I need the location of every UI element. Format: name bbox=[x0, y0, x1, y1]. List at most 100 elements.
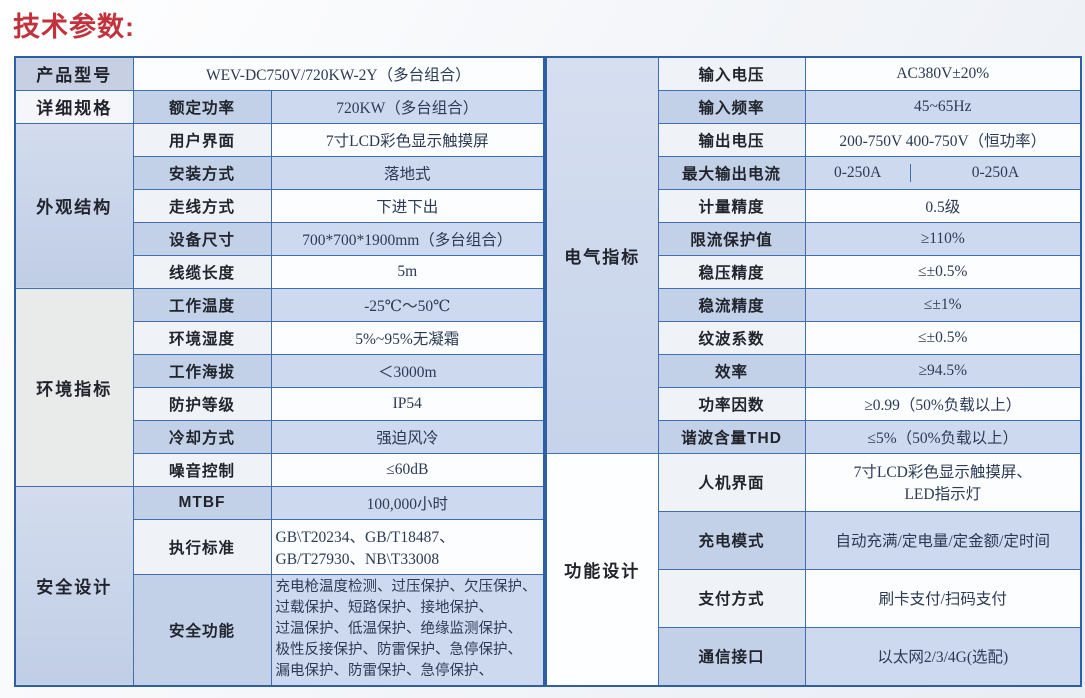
group-cell-environment-metrics: 环境指标 bbox=[14, 287, 134, 487]
param-value-cell: 刷卡支付/扫码支付 bbox=[804, 568, 1082, 628]
param-name-cell: 输入电压 bbox=[657, 56, 806, 91]
spec-row: 冷却方式 强迫风冷 bbox=[15, 419, 545, 454]
param-value-cell: GB\T20234、GB/T18487、 GB/T27930、NB\T33008 bbox=[270, 518, 545, 575]
param-value-cell: 充电枪温度检测、过压保护、欠压保护、 过载保护、短路保护、接地保护、 过温保护、… bbox=[270, 573, 545, 687]
param-name-cell: 设备尺寸 bbox=[132, 221, 272, 256]
param-name-cell: 最大输出电流 bbox=[657, 155, 806, 190]
param-value-subcell-b: 0-250A bbox=[971, 163, 1020, 181]
left-spec-table: 产品型号 WEV-DC750V/720KW-2Y（多台组合） 详细规格 额定功率… bbox=[14, 56, 546, 687]
param-value-cell: 45~65Hz bbox=[804, 89, 1082, 124]
param-name-cell: 通信接口 bbox=[657, 626, 806, 687]
right-spec-table: 电气指标 输入电压 AC380V±20% 输入频率 45~65Hz 输出电压 2… bbox=[545, 56, 1083, 687]
group-cell-electrical-metrics: 电气指标 bbox=[545, 56, 659, 454]
param-name-cell: 安全功能 bbox=[132, 573, 272, 687]
param-name-cell: 计量精度 bbox=[657, 188, 806, 223]
param-value-cell: ≤5%（50%负载以上） bbox=[804, 419, 1082, 454]
param-name-cell: 功率因数 bbox=[657, 386, 806, 421]
spec-row: 纹波系数 ≤±0.5% bbox=[546, 320, 1082, 355]
param-value-cell: ≥110% bbox=[804, 221, 1082, 256]
spec-row: 环境指标 工作温度 -25℃～50℃ bbox=[14, 287, 545, 487]
param-value-cell: 0.5级 bbox=[804, 188, 1082, 223]
spec-row: 计量精度 0.5级 bbox=[546, 188, 1082, 223]
param-name-cell: 充电模式 bbox=[657, 510, 806, 570]
param-value-cell: 强迫风冷 bbox=[270, 419, 545, 454]
param-value-cell: 700*700*1900mm（多台组合） bbox=[270, 221, 545, 256]
spec-row: 环境湿度 5%~95%无凝霜 bbox=[15, 320, 545, 355]
spec-row: 通信接口 以太网2/3/4G(选配) bbox=[546, 626, 1082, 687]
param-value-cell: -25℃～50℃ bbox=[270, 287, 545, 322]
param-value-subcell-a: 0-250A bbox=[806, 163, 911, 182]
param-name-cell: 限流保护值 bbox=[657, 221, 806, 256]
param-name-cell: MTBF bbox=[132, 485, 272, 520]
param-value-cell: ≥0.99（50%负载以上） bbox=[804, 386, 1082, 421]
param-value-cell: 720KW（多台组合） bbox=[270, 89, 545, 124]
param-name-cell: 输入频率 bbox=[657, 89, 806, 124]
page-title: 技术参数: bbox=[13, 12, 135, 42]
group-cell-product-model: 产品型号 bbox=[14, 56, 134, 91]
param-name-cell: 支付方式 bbox=[657, 568, 806, 628]
param-value-cell: 下进下出 bbox=[270, 188, 545, 223]
group-cell-appearance-structure: 外观结构 bbox=[14, 122, 134, 289]
param-name-cell: 噪音控制 bbox=[132, 452, 272, 487]
param-value-cell: IP54 bbox=[270, 386, 545, 421]
group-cell-detailed-specs: 详细规格 bbox=[14, 89, 134, 124]
param-value-cell-split: 0-250A 0-250A bbox=[804, 155, 1082, 190]
param-name-cell: 执行标准 bbox=[132, 518, 272, 575]
param-value-cell: WEV-DC750V/720KW-2Y（多台组合） bbox=[132, 56, 545, 91]
spec-row: 执行标准 GB\T20234、GB/T18487、 GB/T27930、NB\T… bbox=[15, 518, 545, 575]
param-name-cell: 安装方式 bbox=[132, 155, 272, 190]
spec-row: 效率 ≥94.5% bbox=[546, 353, 1082, 388]
spec-row: 功能设计 人机界面 7寸LCD彩色显示触摸屏、 LED指示灯 bbox=[545, 452, 1082, 687]
spec-row: 产品型号 WEV-DC750V/720KW-2Y（多台组合） bbox=[14, 56, 545, 91]
param-name-cell: 稳压精度 bbox=[657, 254, 806, 289]
spec-row: 安全设计 MTBF 100,000小时 bbox=[14, 485, 545, 687]
spec-row: 限流保护值 ≥110% bbox=[546, 221, 1082, 256]
param-name-cell: 额定功率 bbox=[132, 89, 272, 124]
spec-row: 输入频率 45~65Hz bbox=[546, 89, 1082, 124]
param-value-cell: 100,000小时 bbox=[270, 485, 545, 520]
param-name-cell: 人机界面 bbox=[657, 452, 806, 512]
group-cell-safety-design: 安全设计 bbox=[14, 485, 134, 687]
spec-row: 防护等级 IP54 bbox=[15, 386, 545, 421]
param-name-cell: 工作温度 bbox=[132, 287, 272, 322]
param-name-cell: 用户界面 bbox=[132, 122, 272, 157]
spec-row: 支付方式 刷卡支付/扫码支付 bbox=[546, 568, 1082, 628]
param-name-cell: 输出电压 bbox=[657, 122, 806, 157]
param-name-cell: 谐波含量THD bbox=[657, 419, 806, 454]
spec-row: 充电模式 自动充满/定电量/定金额/定时间 bbox=[546, 510, 1082, 570]
spec-row: 外观结构 用户界面 7寸LCD彩色显示触摸屏 bbox=[14, 122, 545, 289]
param-name-cell: 环境湿度 bbox=[132, 320, 272, 355]
param-value-cell: ＜3000m bbox=[270, 353, 545, 388]
param-name-cell: 工作海拔 bbox=[132, 353, 272, 388]
spec-tables-container: 产品型号 WEV-DC750V/720KW-2Y（多台组合） 详细规格 额定功率… bbox=[14, 56, 1083, 687]
param-value-cell: 7寸LCD彩色显示触摸屏 bbox=[270, 122, 545, 157]
param-value-cell: ≤±0.5% bbox=[804, 254, 1082, 289]
param-value-cell: 7寸LCD彩色显示触摸屏、 LED指示灯 bbox=[804, 452, 1082, 512]
param-value-cell: 以太网2/3/4G(选配) bbox=[804, 626, 1082, 687]
param-name-cell: 线缆长度 bbox=[132, 254, 272, 289]
spec-row: 谐波含量THD ≤5%（50%负载以上） bbox=[546, 419, 1082, 454]
spec-row: 输出电压 200-750V 400-750V（恒功率） bbox=[546, 122, 1082, 157]
param-name-cell: 效率 bbox=[657, 353, 806, 388]
param-name-cell: 防护等级 bbox=[132, 386, 272, 421]
param-value-cell: 自动充满/定电量/定金额/定时间 bbox=[804, 510, 1082, 570]
param-value-cell: ≤±0.5% bbox=[804, 320, 1082, 355]
param-value-cell: 5m bbox=[270, 254, 545, 289]
param-value-cell: AC380V±20% bbox=[804, 56, 1082, 91]
param-name-cell: 稳流精度 bbox=[657, 287, 806, 322]
spec-row: 电气指标 输入电压 AC380V±20% bbox=[545, 56, 1082, 454]
spec-row: 安装方式 落地式 bbox=[15, 155, 545, 190]
param-value-cell: ≤±1% bbox=[804, 287, 1082, 322]
param-name-cell: 走线方式 bbox=[132, 188, 272, 223]
spec-row: 安全功能 充电枪温度检测、过压保护、欠压保护、 过载保护、短路保护、接地保护、 … bbox=[15, 573, 545, 687]
spec-row: 走线方式 下进下出 bbox=[15, 188, 545, 223]
param-value-cell: ≤60dB bbox=[270, 452, 545, 487]
spec-row: 设备尺寸 700*700*1900mm（多台组合） bbox=[15, 221, 545, 256]
group-cell-function-design: 功能设计 bbox=[545, 452, 659, 687]
param-name-cell: 冷却方式 bbox=[132, 419, 272, 454]
spec-row: 最大输出电流 0-250A 0-250A bbox=[546, 155, 1082, 190]
spec-row: 线缆长度 5m bbox=[15, 254, 545, 289]
spec-row: 稳压精度 ≤±0.5% bbox=[546, 254, 1082, 289]
spec-row: 工作海拔 ＜3000m bbox=[15, 353, 545, 388]
param-value-cell: 200-750V 400-750V（恒功率） bbox=[804, 122, 1082, 157]
